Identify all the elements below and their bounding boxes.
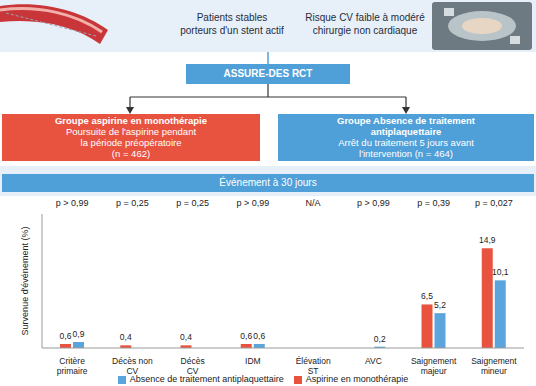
- svg-text:Saignementmineur: Saignementmineur: [471, 356, 517, 376]
- svg-text:IDM: IDM: [245, 356, 261, 366]
- html-text:Poursuite de l'aspirine pendan: Poursuite de l'aspirine pendant: [65, 126, 197, 137]
- svg-text:N/A: N/A: [306, 198, 321, 208]
- html-text:ASSURE-DES RCT: ASSURE-DES RCT: [223, 68, 313, 79]
- svg-text:Critèreprimaire: Critèreprimaire: [57, 356, 88, 376]
- svg-text:0,6: 0,6: [60, 331, 72, 341]
- svg-text:14,9: 14,9: [479, 235, 496, 245]
- svg-text:6,5: 6,5: [421, 291, 433, 301]
- html-text:la période préopératoire: la période préopératoire: [80, 137, 182, 148]
- svg-text:0,2: 0,2: [374, 334, 386, 344]
- svg-text:Survenue d'événement (%): Survenue d'événement (%): [20, 227, 30, 336]
- svg-text:p > 0,99: p > 0,99: [236, 198, 269, 208]
- svg-text:p = 0,39: p = 0,39: [417, 198, 450, 208]
- html-text:Absence de traitement antiplaq: Absence de traitement antiplaquettaire: [129, 374, 284, 384]
- svg-text:DécèsCV: DécèsCV: [181, 356, 205, 376]
- svg-text:Saignementmajeur: Saignementmajeur: [411, 356, 457, 376]
- html-text:antiplaquettaire: antiplaquettaire: [370, 126, 442, 137]
- svg-text:0,6: 0,6: [240, 331, 252, 341]
- html-text:chirurgie non cardiaque: chirurgie non cardiaque: [312, 25, 418, 36]
- html-text:Aspirine en monothérapie: Aspirine en monothérapie: [305, 374, 409, 384]
- html-text:Arrêt du traitement 5 jours av: Arrêt du traitement 5 jours avant: [338, 137, 474, 148]
- svg-text:p > 0,99: p > 0,99: [357, 198, 390, 208]
- svg-text:0,6: 0,6: [253, 331, 265, 341]
- html-text:Risque CV faible à modéré: Risque CV faible à modéré: [305, 12, 425, 23]
- svg-text:Décès nonCV: Décès nonCV: [112, 356, 153, 376]
- svg-text:0,9: 0,9: [73, 329, 85, 339]
- html-text:Groupe Absence de traitement: Groupe Absence de traitement: [337, 115, 475, 126]
- html-text:l'intervention (n = 464): l'intervention (n = 464): [359, 148, 453, 159]
- svg-text:AVC: AVC: [365, 356, 382, 366]
- svg-text:ÉlévationST: ÉlévationST: [296, 356, 331, 376]
- html-text:Patients stables: Patients stables: [196, 12, 268, 23]
- svg-text:10,1: 10,1: [492, 267, 509, 277]
- svg-text:0,4: 0,4: [180, 332, 192, 342]
- html-text:Événement à 30 jours: Événement à 30 jours: [219, 177, 317, 188]
- svg-text:p = 0,027: p = 0,027: [475, 198, 513, 208]
- html-text:Groupe aspirine en monothérapi: Groupe aspirine en monothérapie: [55, 115, 207, 126]
- html-text:porteurs d'un stent actif: porteurs d'un stent actif: [180, 25, 284, 36]
- svg-text:p > 0,99: p > 0,99: [56, 198, 89, 208]
- svg-text:5,2: 5,2: [434, 300, 446, 310]
- svg-text:p = 0,25: p = 0,25: [176, 198, 209, 208]
- svg-text:0,4: 0,4: [120, 332, 132, 342]
- html-text:(n = 462): (n = 462): [111, 148, 151, 159]
- svg-text:p = 0,25: p = 0,25: [116, 198, 149, 208]
